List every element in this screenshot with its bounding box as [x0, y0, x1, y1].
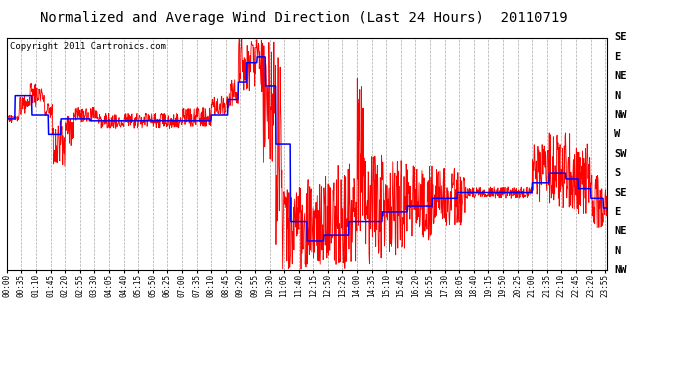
- Text: E: E: [614, 52, 620, 62]
- Text: NW: NW: [614, 110, 627, 120]
- Text: SE: SE: [614, 188, 627, 198]
- Text: SE: SE: [614, 33, 627, 42]
- Text: NE: NE: [614, 71, 627, 81]
- Text: N: N: [614, 91, 620, 101]
- Text: W: W: [614, 129, 620, 140]
- Text: S: S: [614, 168, 620, 178]
- Text: N: N: [614, 246, 620, 256]
- Text: SW: SW: [614, 149, 627, 159]
- Text: Copyright 2011 Cartronics.com: Copyright 2011 Cartronics.com: [10, 42, 166, 51]
- Text: Normalized and Average Wind Direction (Last 24 Hours)  20110719: Normalized and Average Wind Direction (L…: [40, 11, 567, 25]
- Text: NE: NE: [614, 226, 627, 236]
- Text: E: E: [614, 207, 620, 217]
- Text: NW: NW: [614, 265, 627, 275]
